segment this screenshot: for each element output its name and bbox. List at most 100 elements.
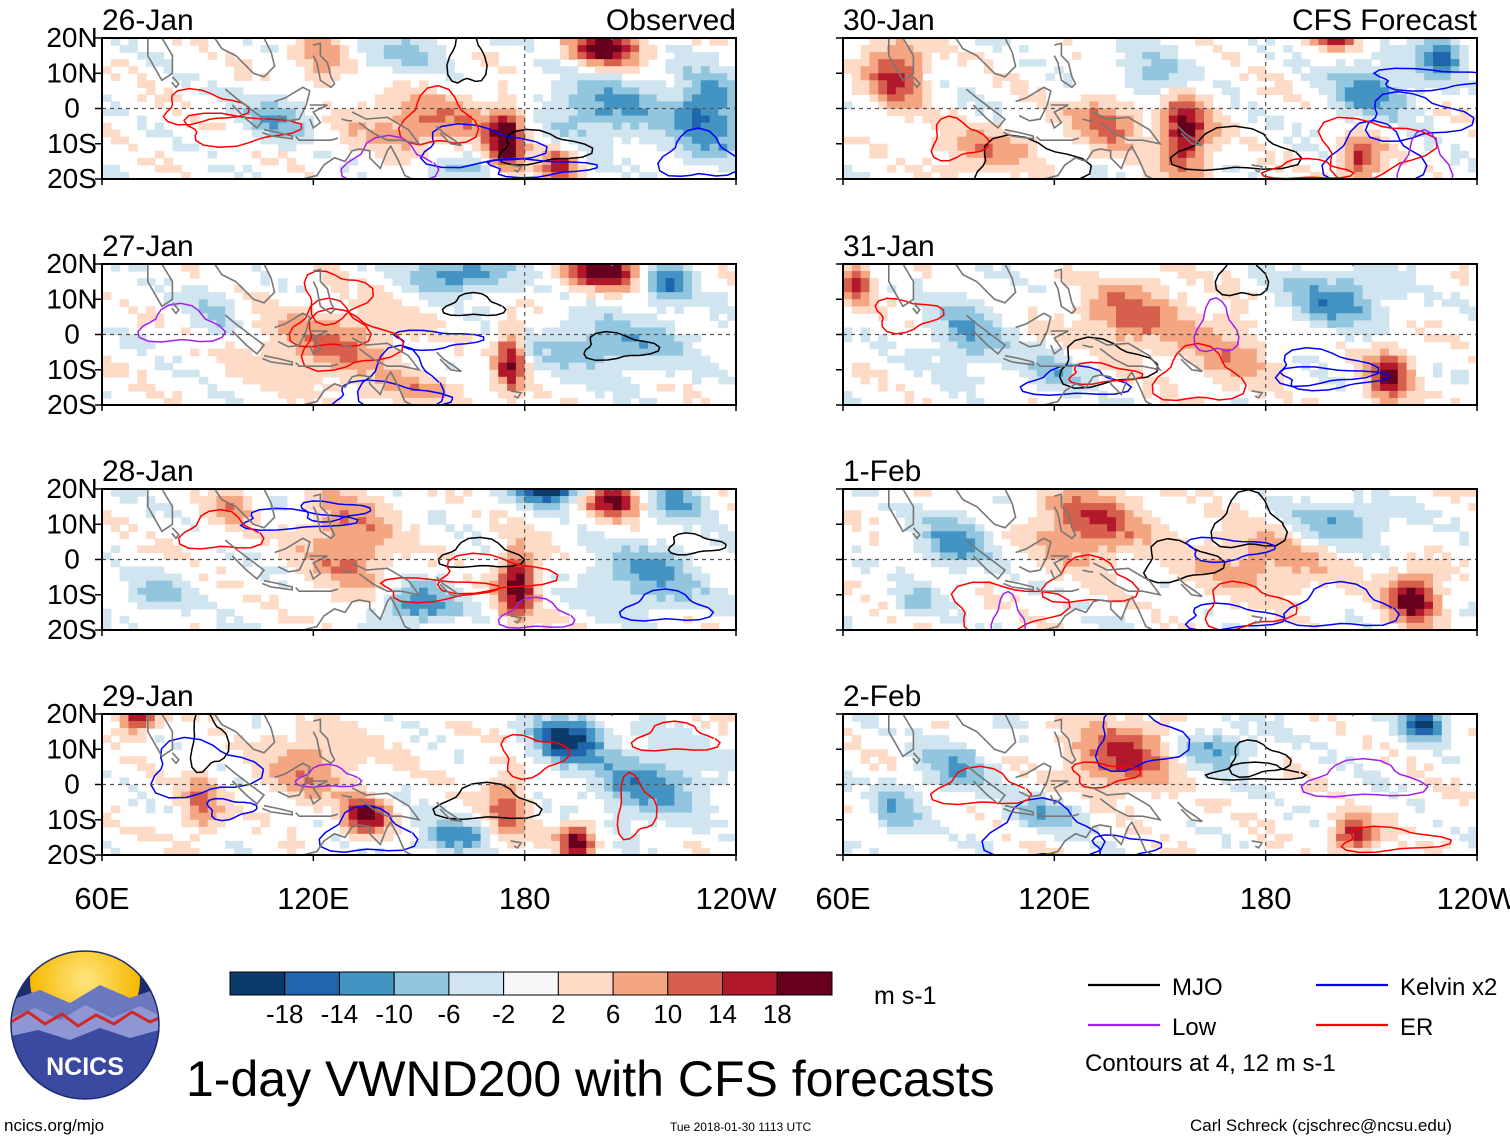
field-cell	[348, 742, 358, 750]
field-cell	[515, 573, 526, 582]
field-cell	[401, 531, 411, 539]
field-cell	[216, 608, 226, 617]
field-cell	[895, 355, 906, 364]
field-cell	[515, 129, 526, 138]
field-cell	[286, 313, 297, 321]
field-cell	[471, 136, 482, 145]
field-cell	[1380, 348, 1390, 357]
field-cell	[401, 59, 411, 67]
field-cell	[542, 108, 552, 117]
field-cell	[1186, 150, 1196, 159]
field-cell	[1142, 73, 1152, 81]
field-cell	[1001, 136, 1011, 145]
field-cell	[621, 264, 631, 272]
field-cell	[683, 735, 693, 743]
field-cell	[639, 573, 649, 582]
field-cell	[128, 798, 138, 807]
field-cell	[665, 129, 675, 138]
field-cell	[957, 136, 967, 145]
field-cell	[357, 496, 367, 504]
field-cell	[1274, 80, 1284, 88]
field-cell	[718, 728, 728, 736]
field-cell	[542, 390, 552, 399]
field-cell	[1318, 38, 1328, 46]
field-cell	[463, 721, 473, 729]
field-cell	[234, 362, 244, 371]
field-cell	[1406, 59, 1416, 67]
field-cell	[392, 355, 402, 364]
field-cell	[551, 264, 561, 272]
field-cell	[1344, 87, 1355, 95]
field-cell	[1001, 327, 1011, 336]
field-cell	[454, 299, 464, 307]
field-cell	[181, 101, 191, 110]
field-cell	[489, 517, 499, 525]
field-cell	[656, 108, 667, 117]
field-cell	[507, 285, 517, 293]
field-cell	[931, 143, 941, 152]
field-cell	[843, 397, 853, 405]
field-cell	[542, 150, 552, 159]
field-cell	[878, 66, 888, 74]
field-cell	[1115, 341, 1126, 350]
field-cell	[630, 784, 640, 793]
field-cell	[639, 777, 649, 786]
field-cell	[181, 594, 191, 603]
field-cell	[860, 278, 871, 286]
field-cell	[1292, 129, 1302, 138]
field-cell	[559, 334, 570, 343]
field-cell	[260, 101, 270, 110]
field-cell	[1019, 59, 1029, 67]
field-cell	[1388, 271, 1399, 279]
field-cell	[568, 587, 579, 596]
field-cell	[1151, 136, 1161, 145]
coastline	[147, 38, 614, 179]
field-cell	[427, 38, 438, 46]
field-cell	[700, 517, 711, 525]
field-cell	[1230, 383, 1240, 392]
field-cell	[1230, 129, 1240, 138]
field-cell	[630, 728, 640, 736]
field-cell	[709, 101, 719, 110]
field-cell	[948, 348, 959, 357]
field-cell	[1177, 115, 1188, 124]
field-cell	[691, 355, 702, 364]
field-cell	[260, 735, 270, 743]
field-cell	[304, 524, 314, 532]
field-cell	[154, 390, 165, 399]
field-cell	[322, 369, 332, 378]
field-cell	[691, 735, 702, 743]
field-cell	[612, 538, 623, 546]
field-cell	[1151, 313, 1161, 321]
field-cell	[330, 545, 341, 554]
field-cell	[691, 362, 702, 371]
field-cell	[691, 369, 702, 378]
field-cell	[860, 299, 871, 307]
field-cell	[163, 278, 174, 286]
coastline	[888, 38, 1355, 179]
field-cell	[612, 812, 623, 821]
field-cell	[137, 573, 147, 582]
field-cell	[691, 59, 702, 67]
field-cell	[533, 826, 543, 835]
field-cell	[621, 840, 631, 849]
field-cell	[234, 101, 244, 110]
field-cell	[471, 278, 482, 286]
field-cell	[410, 538, 420, 546]
field-cell	[1186, 108, 1196, 117]
field-cell	[983, 143, 994, 152]
field-cell	[454, 397, 464, 405]
field-cell	[313, 721, 323, 729]
field-cell	[154, 777, 165, 786]
field-cell	[357, 362, 367, 371]
field-cell	[366, 355, 376, 364]
field-cell	[154, 59, 165, 67]
field-cell	[586, 496, 596, 504]
field-cell	[1432, 45, 1443, 53]
field-cell	[427, 52, 438, 60]
field-cell	[1160, 94, 1170, 103]
field-cell	[366, 45, 376, 53]
field-cell	[137, 376, 147, 385]
field-cell	[639, 566, 649, 575]
field-cell	[295, 742, 306, 750]
